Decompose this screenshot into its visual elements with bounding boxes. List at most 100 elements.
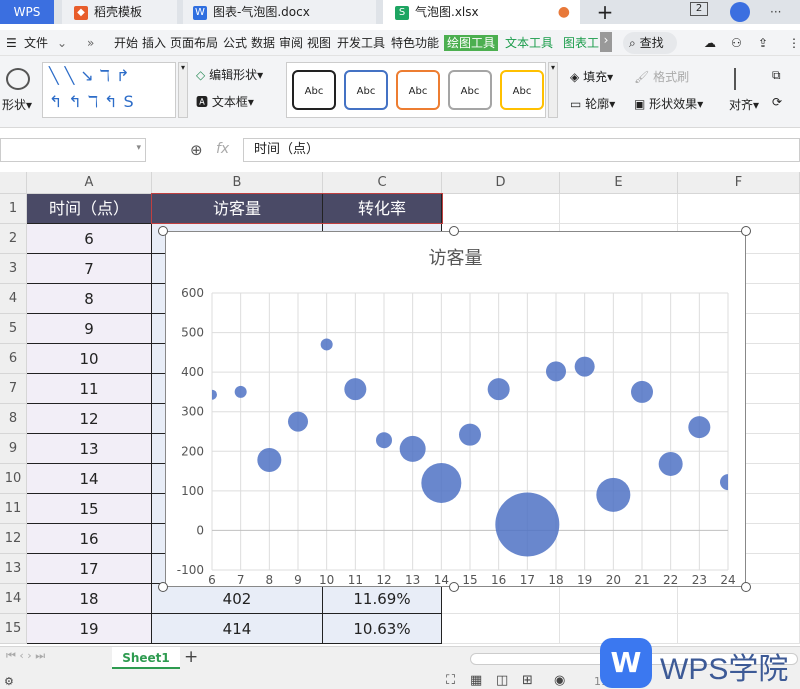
- empty-cell[interactable]: [560, 194, 678, 224]
- bubble-point[interactable]: [720, 474, 736, 491]
- row-header[interactable]: 4: [0, 284, 27, 314]
- time-cell[interactable]: 9: [27, 314, 152, 344]
- data-cell-c[interactable]: 11.69%: [323, 584, 442, 614]
- tab-word-doc[interactable]: W 图表-气泡图.docx: [183, 0, 376, 24]
- bubble-point[interactable]: [257, 447, 282, 472]
- group-icon[interactable]: ⧉: [772, 68, 781, 82]
- new-tab-button[interactable]: +: [596, 0, 614, 24]
- menu-insert[interactable]: 插入: [142, 36, 167, 50]
- bubble-point[interactable]: [320, 338, 333, 351]
- menu-features[interactable]: 特色功能: [391, 36, 440, 50]
- align-button[interactable]: 对齐▾: [729, 98, 760, 112]
- menu-data[interactable]: 数据: [251, 36, 276, 50]
- empty-cell[interactable]: [560, 584, 678, 614]
- row-header[interactable]: 9: [0, 434, 27, 464]
- bubble-point[interactable]: [658, 451, 683, 476]
- row-header[interactable]: 5: [0, 314, 27, 344]
- row-header[interactable]: 10: [0, 464, 27, 494]
- table-header-cell[interactable]: 访客量: [152, 194, 323, 224]
- share-icon[interactable]: ⇪: [758, 36, 769, 50]
- menu-text-tools[interactable]: 文本工具: [505, 36, 554, 50]
- style-sample-4[interactable]: Abc: [448, 70, 492, 110]
- time-cell[interactable]: 6: [27, 224, 152, 254]
- table-header-cell[interactable]: 时间（点）: [27, 194, 152, 224]
- empty-cell[interactable]: [442, 194, 560, 224]
- data-cell-b[interactable]: 402: [152, 584, 323, 614]
- user-share-icon[interactable]: ⚇: [731, 36, 742, 50]
- macro-icon[interactable]: ⚙: [4, 675, 14, 688]
- menu-review[interactable]: 审阅: [279, 36, 304, 50]
- formula-input[interactable]: 时间（点）: [243, 138, 800, 162]
- bubble-point[interactable]: [631, 380, 653, 403]
- shape-effect-button[interactable]: ▣ 形状效果▾: [634, 97, 704, 111]
- time-cell[interactable]: 10: [27, 344, 152, 374]
- more-icon[interactable]: ···: [770, 5, 782, 19]
- time-cell[interactable]: 16: [27, 524, 152, 554]
- chevron-down-icon[interactable]: ⌄: [57, 36, 68, 50]
- bubble-point[interactable]: [421, 462, 462, 503]
- chart-title[interactable]: 访客量: [428, 248, 483, 269]
- row-header[interactable]: 8: [0, 404, 27, 434]
- resize-handle-tl[interactable]: [158, 226, 168, 236]
- time-cell[interactable]: 18: [27, 584, 152, 614]
- menu-icon[interactable]: ☰: [6, 36, 17, 50]
- bubble-point[interactable]: [399, 435, 426, 462]
- bubble-point[interactable]: [495, 492, 560, 557]
- style-sample-5[interactable]: Abc: [500, 70, 544, 110]
- row-header[interactable]: 13: [0, 554, 27, 584]
- time-cell[interactable]: 8: [27, 284, 152, 314]
- styles-expand-icon[interactable]: ▾: [548, 62, 558, 118]
- gallery-expand-icon[interactable]: ▾: [178, 62, 188, 118]
- empty-cell[interactable]: [442, 584, 560, 614]
- bubble-point[interactable]: [487, 378, 510, 401]
- fullscreen-icon[interactable]: ⛶: [446, 673, 456, 688]
- shape-button[interactable]: 形状▾: [2, 98, 33, 112]
- cloud-icon[interactable]: ☁: [704, 36, 716, 50]
- row-header[interactable]: 14: [0, 584, 27, 614]
- align-icon[interactable]: [734, 68, 754, 90]
- normal-view-icon[interactable]: ▦: [470, 673, 483, 688]
- bubble-point[interactable]: [546, 361, 566, 382]
- row-header[interactable]: 12: [0, 524, 27, 554]
- resize-handle-bl[interactable]: [158, 582, 168, 592]
- column-header-b[interactable]: B: [152, 172, 323, 194]
- time-cell[interactable]: 15: [27, 494, 152, 524]
- expand-icon[interactable]: »: [87, 36, 95, 50]
- menu-formula[interactable]: 公式: [223, 36, 248, 50]
- page-view-icon[interactable]: ◫: [496, 673, 509, 688]
- time-cell[interactable]: 12: [27, 404, 152, 434]
- menu-view[interactable]: 视图: [307, 36, 332, 50]
- fill-button[interactable]: ◈ 填充▾: [570, 70, 614, 84]
- menu-chart-tools[interactable]: 图表工: [563, 36, 600, 50]
- menu-home[interactable]: 开始: [114, 36, 139, 50]
- style-sample-1[interactable]: Abc: [292, 70, 336, 110]
- style-sample-2[interactable]: Abc: [344, 70, 388, 110]
- search-button[interactable]: ⌕ 查找: [623, 32, 677, 54]
- line-shapes-gallery[interactable]: ╲╲↘ℸ↱ ↰↰ℸ↰S: [42, 62, 176, 118]
- row-header[interactable]: 6: [0, 344, 27, 374]
- menu-file[interactable]: 文件: [24, 36, 49, 50]
- time-cell[interactable]: 17: [27, 554, 152, 584]
- tab-wps[interactable]: WPS: [0, 0, 54, 24]
- bubble-point[interactable]: [376, 432, 392, 449]
- table-header-cell[interactable]: 转化率: [323, 194, 442, 224]
- zoom-formula-icon[interactable]: ⊕: [190, 141, 203, 159]
- account-avatar-icon[interactable]: [730, 2, 750, 22]
- rotate-icon[interactable]: ⟳: [772, 95, 783, 109]
- tab-xlsx[interactable]: S 气泡图.xlsx ●: [383, 0, 580, 24]
- more-menu-icon[interactable]: ⋮: [788, 36, 800, 50]
- time-cell[interactable]: 19: [27, 614, 152, 644]
- resize-handle-br[interactable]: [741, 582, 751, 592]
- time-cell[interactable]: 7: [27, 254, 152, 284]
- sheet-tab-sheet1[interactable]: Sheet1: [112, 647, 180, 669]
- column-header-f[interactable]: F: [678, 172, 800, 194]
- column-header-d[interactable]: D: [442, 172, 560, 194]
- shape-icon[interactable]: [6, 68, 30, 90]
- edit-shape-button[interactable]: ◇ 编辑形状▾: [196, 68, 264, 82]
- bubble-point[interactable]: [596, 477, 631, 512]
- empty-cell[interactable]: [678, 194, 800, 224]
- time-cell[interactable]: 11: [27, 374, 152, 404]
- resize-handle-bc[interactable]: [449, 582, 459, 592]
- row-header[interactable]: 1: [0, 194, 27, 224]
- bubble-point[interactable]: [459, 423, 481, 446]
